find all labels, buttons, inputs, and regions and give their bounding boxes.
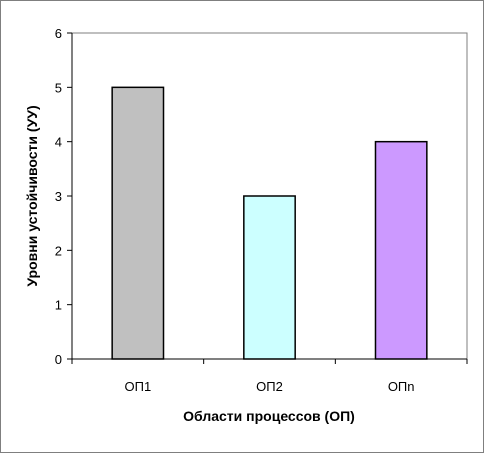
y-tick-label: 0 — [55, 352, 62, 367]
bars-layer — [111, 86, 428, 360]
y-tick-label: 6 — [55, 26, 62, 41]
x-axis-title: Области процессов (ОП) — [183, 408, 355, 424]
bar-1 — [111, 86, 165, 360]
y-ticks-layer: 0 1 2 3 4 5 6 — [55, 26, 72, 367]
x-tick-label: ОП2 — [256, 379, 283, 394]
y-tick-label: 2 — [55, 243, 62, 258]
y-tick-label: 1 — [55, 298, 62, 313]
x-tick-label: ОП1 — [124, 379, 151, 394]
x-ticks-layer: ОП1 ОП2 ОПn — [71, 359, 468, 394]
x-tick-label: ОПn — [388, 379, 415, 394]
y-tick-label: 3 — [55, 189, 62, 204]
y-tick-label: 4 — [55, 135, 62, 150]
bar-2 — [243, 195, 296, 360]
y-tick-label: 5 — [55, 80, 62, 95]
y-axis-title: Уровни устойчивости (УУ) — [24, 105, 40, 286]
bar-3 — [374, 140, 428, 360]
